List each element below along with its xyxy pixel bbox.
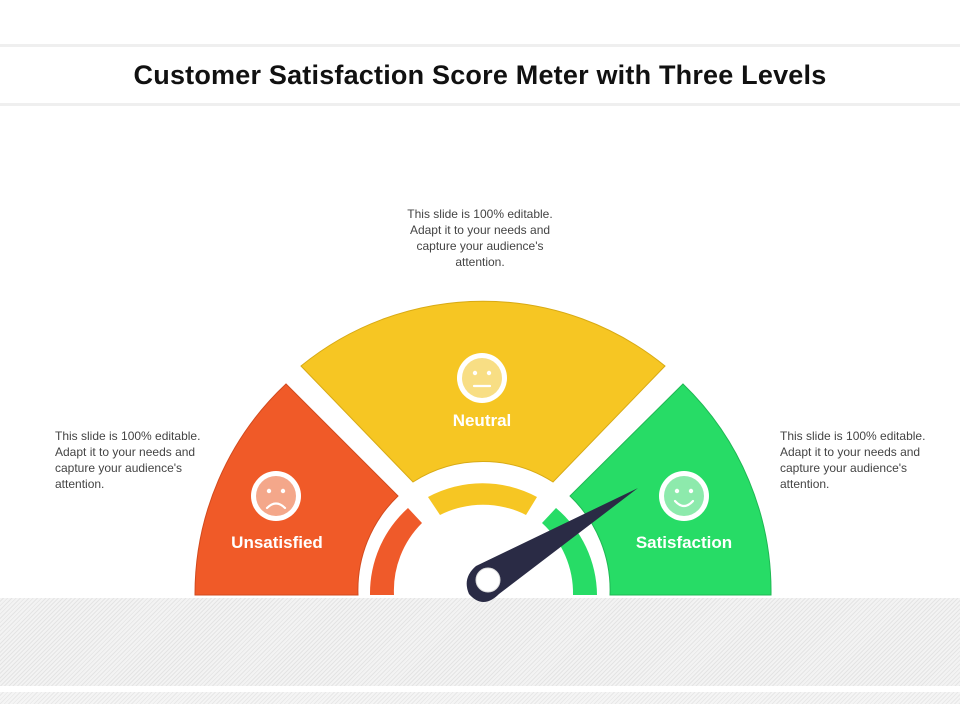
inner-arc-neutral (428, 483, 537, 515)
happy-face-icon (659, 471, 709, 521)
gauge-needle (466, 488, 638, 602)
floor-line (0, 692, 960, 704)
label-neutral: Neutral (453, 411, 512, 430)
page-title: Customer Satisfaction Score Meter with T… (133, 59, 827, 90)
neutral-face-icon (457, 353, 507, 403)
label-satisfaction: Satisfaction (636, 533, 732, 552)
floor-shadow (0, 598, 960, 686)
label-unsatisfied: Unsatisfied (231, 533, 323, 552)
title-band: Customer Satisfaction Score Meter with T… (0, 44, 960, 106)
description-right: This slide is 100% editable. Adapt it to… (780, 429, 926, 491)
inner-arc-unsatisfied (369, 508, 422, 595)
description-left: This slide is 100% editable. Adapt it to… (55, 429, 201, 491)
sad-face-icon (251, 471, 301, 521)
description-top: This slide is 100% editable. Adapt it to… (407, 207, 553, 269)
